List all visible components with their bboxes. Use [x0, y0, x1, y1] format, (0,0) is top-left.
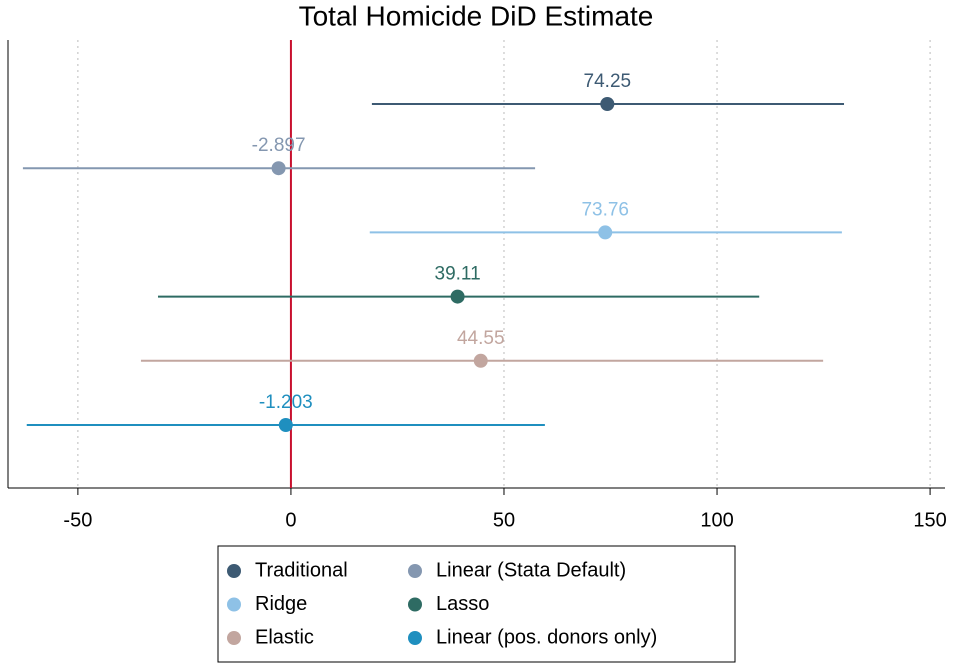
legend-label: Linear (Stata Default) — [436, 559, 626, 581]
legend-label: Traditional — [255, 559, 348, 581]
x-tick-label: 150 — [913, 509, 946, 531]
x-tick-label: 0 — [285, 509, 296, 531]
x-tick-label: -50 — [63, 509, 92, 531]
legend-marker — [408, 564, 422, 578]
point — [473, 353, 488, 368]
legend-marker — [408, 631, 422, 645]
data-label: 73.76 — [581, 199, 629, 220]
legend-label: Elastic — [255, 626, 314, 648]
data-label: 74.25 — [584, 71, 632, 92]
legend-marker — [227, 564, 241, 578]
x-tick-label: 50 — [493, 509, 515, 531]
point — [278, 418, 293, 432]
data-label: 44.55 — [457, 328, 505, 349]
data-label: -1.203 — [259, 392, 313, 413]
data-label: 39.11 — [435, 264, 481, 285]
legend-marker — [227, 631, 241, 645]
legend-marker — [227, 597, 241, 612]
legend-marker — [408, 597, 422, 612]
point — [598, 225, 613, 240]
legend — [217, 545, 736, 663]
point — [600, 97, 615, 111]
legend-label: Ridge — [255, 593, 307, 615]
x-tick-label: 100 — [700, 509, 733, 531]
point — [450, 289, 465, 304]
legend-label: Lasso — [436, 593, 489, 615]
point — [271, 161, 286, 176]
data-label: -2.897 — [252, 135, 306, 156]
chart-title: Total Homicide DiD Estimate — [299, 0, 654, 31]
legend-label: Linear (pos. donors only) — [436, 626, 657, 648]
